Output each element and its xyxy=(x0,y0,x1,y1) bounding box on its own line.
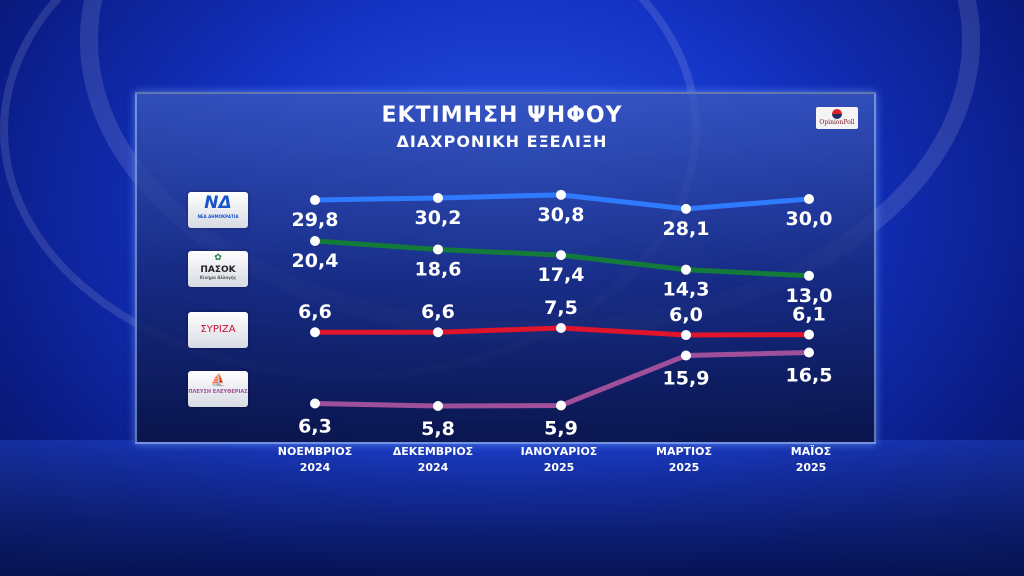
data-label: 5,9 xyxy=(544,418,578,440)
x-tick-label: ΜΑΡΤΙΟΣ 2025 xyxy=(656,445,712,474)
data-point xyxy=(681,350,691,361)
logo-pasok: ✿ ΠΑΣΟΚ Κίνημα Αλλαγής xyxy=(188,251,248,287)
logo-nd: ΝΔ ΝΕΑ ΔΗΜΟΚΡΑΤΙΑ xyxy=(188,192,248,228)
logo-plefsi: ⛵ ΠΛΕΥΣΗ ΕΛΕΥΘΕΡΙΑΣ xyxy=(188,371,248,407)
data-point xyxy=(804,329,814,340)
data-label: 16,5 xyxy=(786,365,833,387)
data-point xyxy=(556,250,566,261)
data-point xyxy=(556,400,566,411)
data-point xyxy=(681,330,691,341)
logo-syriza: ΣΥΡΙΖΑ xyxy=(188,312,248,348)
data-point xyxy=(433,401,443,411)
data-label: 6,3 xyxy=(298,416,332,438)
data-label: 20,4 xyxy=(292,250,339,272)
data-label: 17,4 xyxy=(538,264,585,286)
data-label: 30,0 xyxy=(786,208,833,230)
data-point xyxy=(556,323,566,333)
data-point xyxy=(310,327,320,338)
data-label: 6,0 xyxy=(669,304,703,326)
data-point xyxy=(433,192,443,203)
data-point xyxy=(433,327,443,338)
data-label: 5,8 xyxy=(421,418,455,440)
data-point xyxy=(310,236,320,246)
x-tick-label: ΙΑΝΟΥΑΡΙΟΣ 2025 xyxy=(520,445,598,474)
data-label: 6,6 xyxy=(421,301,455,323)
data-label: 7,5 xyxy=(544,297,578,319)
data-point xyxy=(310,398,320,409)
data-label: 13,0 xyxy=(786,285,833,307)
data-label: 6,1 xyxy=(792,304,826,326)
data-label: 30,2 xyxy=(415,207,462,229)
data-label: 18,6 xyxy=(415,258,462,280)
data-point xyxy=(804,347,814,358)
data-label: 29,8 xyxy=(292,209,339,231)
data-point xyxy=(804,194,814,204)
opinionpoll-logo: OpinionPoll xyxy=(816,107,858,129)
data-point xyxy=(681,203,691,214)
data-point xyxy=(310,195,320,206)
chart-title: ΕΚΤΙΜΗΣΗ ΨΗΦΟΥ xyxy=(381,103,623,128)
data-label: 28,1 xyxy=(663,218,710,240)
data-point xyxy=(804,270,814,281)
data-label: 15,9 xyxy=(663,368,710,390)
reflection-floor xyxy=(0,440,1024,576)
data-label: 6,6 xyxy=(298,301,332,323)
data-label: 30,8 xyxy=(538,204,585,226)
chart-panel xyxy=(135,92,876,444)
x-tick-label: ΝΟΕΜΒΡΙΟΣ 2024 xyxy=(277,445,353,474)
x-tick-label: ΜΑΪΟΣ 2025 xyxy=(790,445,832,474)
series-line xyxy=(314,350,810,409)
data-point xyxy=(681,264,691,275)
data-label: 14,3 xyxy=(663,279,710,301)
x-tick-label: ΔΕΚΕΜΒΡΙΟΣ 2024 xyxy=(392,445,474,474)
data-point xyxy=(556,189,566,200)
data-point xyxy=(433,244,443,255)
chart-subtitle: ΔΙΑΧΡΟΝΙΚΗ ΕΞΕΛΙΞΗ xyxy=(396,132,608,151)
